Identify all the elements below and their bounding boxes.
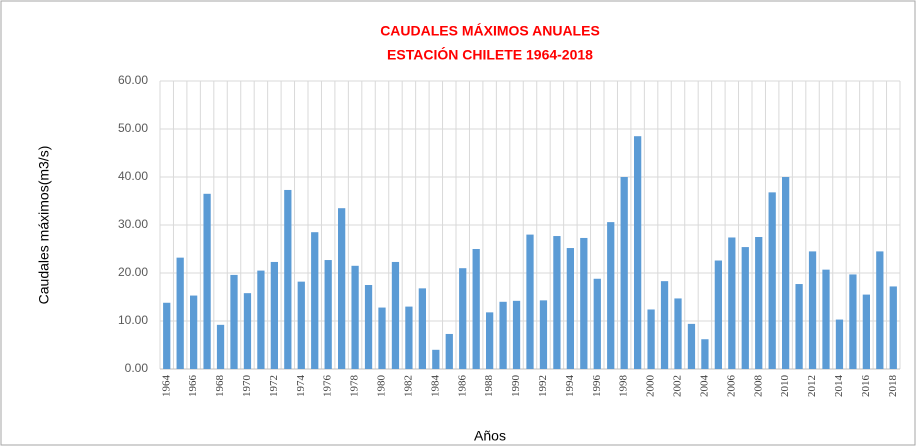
x-tick-label: 2016 [860,375,872,398]
bar [284,189,292,369]
bar [620,177,628,369]
x-tick-label: 2000 [645,375,657,398]
bar [297,281,305,369]
x-tick-label: 1988 [483,375,495,398]
bar [324,260,332,369]
x-tick-label: 1966 [187,375,199,398]
bar [459,268,467,369]
bar [701,339,709,369]
bar [176,257,184,369]
bar [647,309,655,369]
x-tick-label: 1980 [376,375,388,398]
y-tick-label: 50.00 [118,121,148,135]
bar [338,208,346,369]
bar [243,293,252,369]
bar [311,232,319,369]
x-tick-label: 1974 [295,375,307,398]
y-axis-title: Caudales máximos(m3/s) [36,146,52,305]
bar [566,248,574,369]
bar [687,323,696,369]
bar [782,177,790,369]
x-tick-label: 1968 [214,375,226,398]
bar [607,222,615,369]
bar [755,237,763,369]
y-tick-label: 0.00 [125,361,149,375]
x-tick-label: 1990 [510,375,522,398]
bar [808,251,817,369]
x-tick-label: 2008 [752,375,764,398]
bar [539,300,548,369]
y-tick-label: 60.00 [118,73,148,87]
bar [660,281,669,369]
bar [714,260,722,369]
bar [499,301,507,369]
bar [593,278,601,369]
x-tick-label: 2002 [672,375,684,397]
bar [822,269,830,369]
x-axis-title: Años [474,428,506,444]
x-tick-label: 1992 [537,375,549,397]
bar [203,193,211,369]
bar [768,192,776,369]
bar [728,237,736,369]
bar [364,285,373,369]
bar [512,300,521,369]
bar [486,312,494,369]
x-tick-label: 1976 [322,375,334,398]
bar [472,249,480,369]
x-tick-label: 1964 [160,375,172,398]
x-tick-label: 1982 [402,375,414,397]
bar [230,274,238,369]
bar [634,136,642,369]
bar [674,298,682,369]
bar [876,251,884,369]
x-tick-label: 2010 [779,375,791,398]
bar [378,307,386,369]
bar [741,247,749,369]
bar [889,286,897,369]
x-tick-label: 1984 [429,375,441,398]
y-tick-label: 20.00 [118,265,148,279]
x-tick-label: 2018 [887,375,899,398]
bar [526,234,534,369]
bar [270,261,278,369]
bar [835,319,844,369]
bar [580,237,588,369]
bar [216,324,225,369]
bar [190,295,198,369]
x-tick-label: 1998 [618,375,630,398]
bar [445,333,453,369]
x-tick-label: 1972 [268,375,280,397]
x-tick-label: 2014 [833,375,845,398]
bar [163,302,171,369]
x-tick-label: 1986 [456,375,468,398]
x-tick-label: 1994 [564,375,576,398]
chart-title: CAUDALES MÁXIMOS ANUALES [380,23,600,39]
y-tick-label: 40.00 [118,169,148,183]
bar [257,270,265,369]
bar [795,284,803,369]
bar [405,306,413,369]
chart-subtitle: ESTACIÓN CHILETE 1964-2018 [387,46,593,63]
y-tick-label: 30.00 [118,217,148,231]
bar [391,261,400,369]
bar [351,265,359,369]
x-tick-label: 2012 [806,375,818,397]
x-tick-label: 2006 [725,375,737,398]
bar [432,349,440,369]
x-tick-label: 1996 [591,375,603,398]
x-tick-label: 1970 [241,375,253,398]
x-tick-label: 2004 [698,375,710,398]
bar [862,294,870,369]
bar [553,236,561,369]
bar [418,288,426,369]
bar [849,274,857,369]
y-tick-label: 10.00 [118,313,148,327]
x-tick-label: 1978 [349,375,361,398]
